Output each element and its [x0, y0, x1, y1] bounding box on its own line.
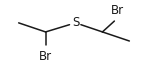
Text: Br: Br	[39, 50, 52, 63]
Text: S: S	[72, 16, 79, 29]
Text: Br: Br	[111, 4, 124, 17]
